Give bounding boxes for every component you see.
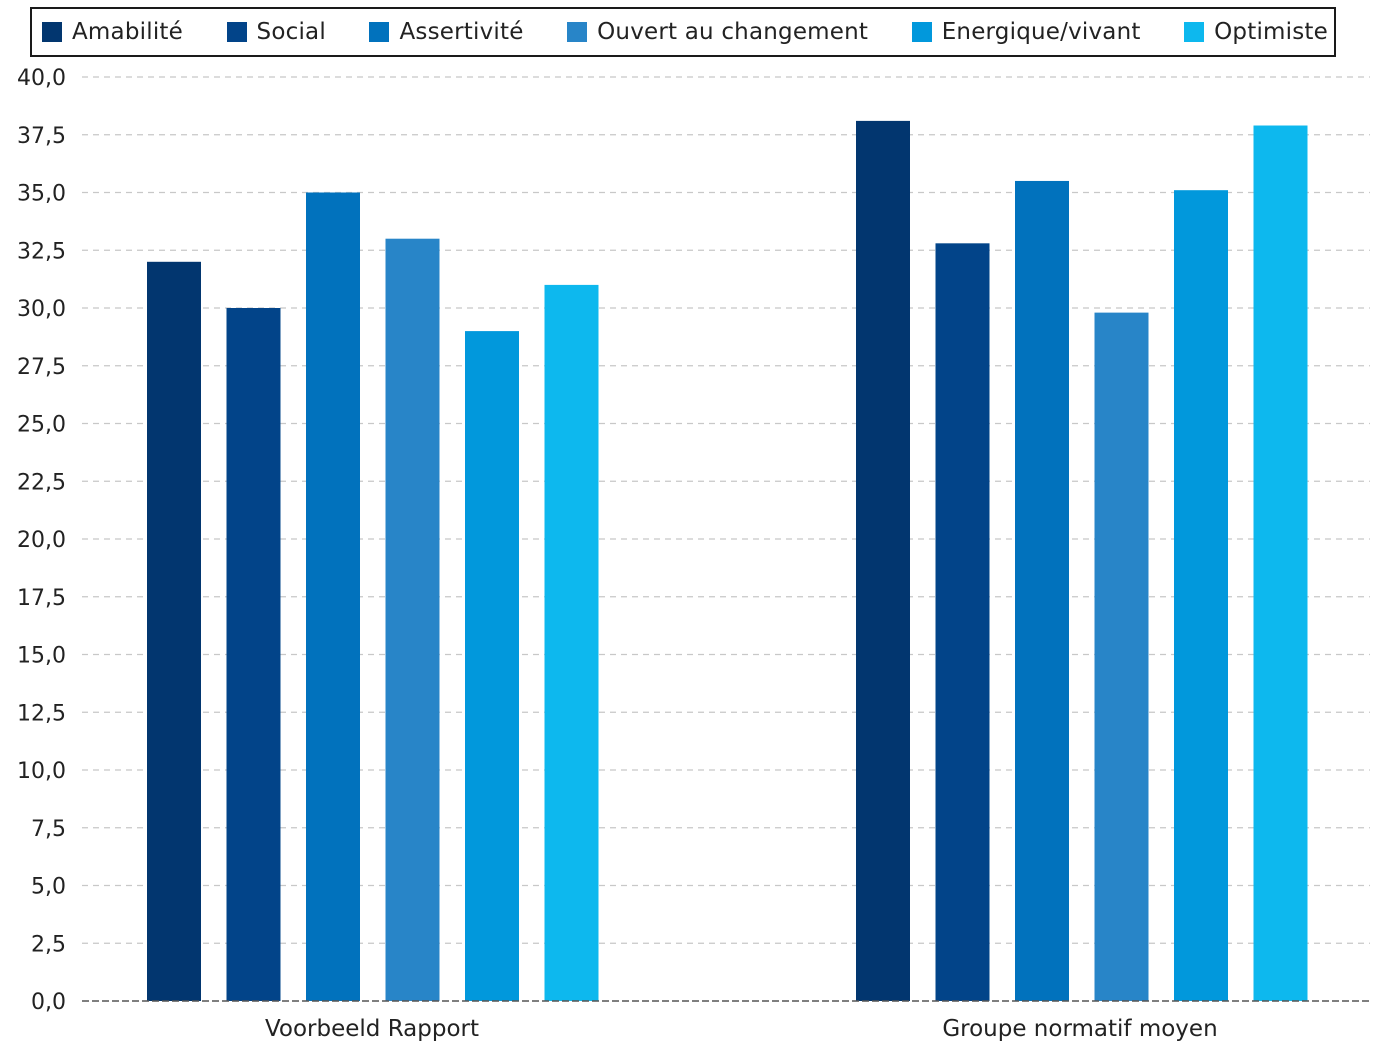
y-tick-label: 25,0: [17, 413, 66, 438]
y-tick-label: 0,0: [31, 990, 66, 1015]
bar-0-0: [147, 261, 201, 1001]
bar-0-3: [385, 238, 440, 1001]
bar-0-5: [544, 284, 599, 1001]
y-tick-label: 40,0: [17, 66, 66, 91]
x-category-label: Voorbeeld Rapport: [265, 1016, 479, 1042]
legend-label: Amabilité: [72, 19, 183, 45]
y-tick-label: 22,5: [17, 470, 66, 495]
y-tick-label: 5,0: [31, 875, 66, 900]
legend-label: Assertivité: [399, 19, 524, 45]
legend-swatch: [369, 22, 390, 42]
legend-swatch: [911, 22, 932, 42]
legend-item: Assertivité: [369, 19, 523, 45]
bar-1-5: [1253, 125, 1308, 1001]
bar-0-1: [226, 308, 281, 1001]
y-tick-label: 35,0: [17, 182, 66, 207]
legend-label: Social: [256, 19, 326, 45]
legend-item: Amabilité: [42, 19, 183, 45]
y-tick-label: 15,0: [17, 644, 66, 669]
legend-label: Ouvert au changement: [597, 19, 869, 45]
legend-swatch: [567, 22, 588, 42]
legend-swatch: [226, 22, 247, 42]
bar-0-4: [465, 331, 519, 1002]
legend-label: Optimiste: [1214, 19, 1328, 45]
bar-0-2: [306, 192, 360, 1001]
y-tick-label: 10,0: [17, 759, 66, 784]
y-tick-label: 32,5: [17, 239, 66, 264]
x-category-label: Groupe normatif moyen: [942, 1016, 1217, 1042]
legend-item: Ouvert au changement: [567, 19, 868, 45]
y-tick-label: 17,5: [17, 586, 66, 611]
y-tick-label: 12,5: [17, 701, 66, 726]
bar-1-4: [1174, 190, 1228, 1001]
legend-swatch: [42, 22, 62, 42]
y-tick-label: 37,5: [17, 124, 66, 149]
y-tick-label: 2,5: [31, 932, 66, 957]
y-tick-label: 27,5: [17, 355, 66, 380]
bar-1-2: [1015, 180, 1069, 1001]
legend-item: Social: [226, 19, 326, 45]
bar-1-0: [856, 120, 910, 1001]
legend-item: Optimiste: [1184, 19, 1328, 45]
chart-legend: Amabilité Social Assertivité Ouvert au chan…: [30, 7, 1336, 57]
legend-swatch: [1184, 22, 1205, 42]
bar-1-3: [1094, 312, 1149, 1001]
y-tick-label: 30,0: [17, 297, 66, 322]
y-tick-label: 20,0: [17, 528, 66, 553]
bar-1-1: [935, 243, 990, 1001]
y-tick-label: 7,5: [31, 817, 66, 842]
legend-label: Energique/vivant: [941, 19, 1141, 45]
legend-item: Energique/vivant: [911, 19, 1141, 45]
